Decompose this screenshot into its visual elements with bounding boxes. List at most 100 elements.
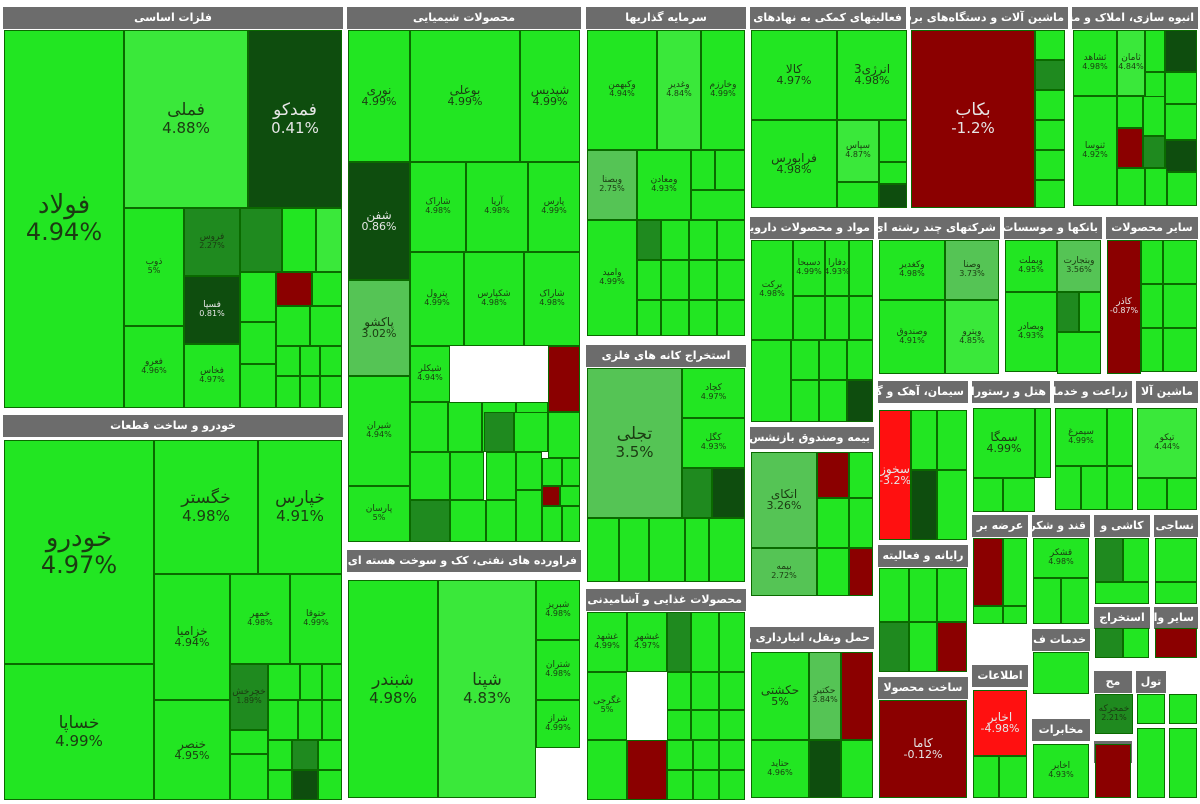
stock-tile[interactable]: ومعادن 4.93% <box>637 150 691 220</box>
stock-tile[interactable]: وامید 4.99% <box>587 220 637 336</box>
stock-tile[interactable]: انرژی3 4.98% <box>837 30 907 120</box>
stock-tile[interactable]: دفارا 4.93% <box>825 240 849 296</box>
stock-symbol: وکغدیر <box>899 259 925 270</box>
stock-tile[interactable]: فعرو 4.96% <box>124 326 184 408</box>
stock-tile[interactable]: خمحرکه 2.21% <box>1095 694 1133 734</box>
stock-tile[interactable]: شراز 4.99% <box>536 700 580 748</box>
stock-tile[interactable]: خزامیا 4.94% <box>154 574 230 700</box>
stock-tile[interactable]: شاراک 4.98% <box>410 162 466 252</box>
stock-tile[interactable]: کگل 4.93% <box>682 418 745 468</box>
stock-tile[interactable]: وخارزم 4.99% <box>701 30 745 150</box>
stock-tile[interactable]: اخابر -4.98% <box>973 690 1027 756</box>
stock-tile[interactable]: وپترو 4.85% <box>945 300 999 374</box>
stock-tile[interactable]: فسپا 0.81% <box>184 276 240 344</box>
treemap-tile <box>542 506 562 542</box>
treemap-tile <box>450 500 486 542</box>
stock-tile[interactable]: برکت 4.98% <box>751 240 793 340</box>
stock-tile[interactable]: خساپا 4.99% <box>4 664 154 800</box>
stock-tile[interactable]: وکغدیر 4.98% <box>879 240 945 300</box>
treemap-tile <box>300 376 320 408</box>
stock-tile[interactable]: فخاس 4.97% <box>184 344 240 408</box>
stock-tile[interactable]: سیمرغ 4.99% <box>1055 408 1107 466</box>
treemap-tile <box>691 150 715 190</box>
stock-tile[interactable]: کاما -0.12% <box>879 700 967 798</box>
stock-tile[interactable]: کچاد 4.97% <box>682 368 745 418</box>
stock-tile[interactable]: ختوقا 4.99% <box>290 574 342 664</box>
stock-tile[interactable]: خمهر 4.98% <box>230 574 290 664</box>
treemap-tile <box>849 240 873 296</box>
stock-tile[interactable]: ثنوسا 4.92% <box>1073 96 1117 206</box>
stock-symbol: ثشاهد <box>1083 52 1107 63</box>
stock-tile[interactable]: دسبحا 4.99% <box>793 240 825 296</box>
stock-tile[interactable]: شتران 4.98% <box>536 640 580 700</box>
stock-tile[interactable]: بیمه 2.72% <box>751 548 817 596</box>
stock-tile[interactable]: وصندوق 4.91% <box>879 300 945 374</box>
stock-tile[interactable]: سخوز -3.2% <box>879 410 911 540</box>
treemap-tile <box>879 162 907 184</box>
stock-tile[interactable]: سپاس 4.87% <box>837 120 879 182</box>
stock-tile[interactable]: غشهد 4.99% <box>587 612 627 672</box>
stock-tile[interactable]: بکاب -1.2% <box>911 30 1035 208</box>
stock-tile[interactable]: خودرو 4.97% <box>4 440 154 664</box>
stock-tile[interactable]: وبصادر 4.93% <box>1005 292 1057 372</box>
stock-tile[interactable]: فملی 4.88% <box>124 30 248 208</box>
stock-tile[interactable]: شکپارس 4.98% <box>464 252 524 346</box>
stock-tile[interactable]: غگرجی 5% <box>587 672 627 740</box>
stock-tile[interactable]: خچرخش 1.89% <box>230 664 268 730</box>
stock-tile[interactable]: غبشهر 4.97% <box>627 612 667 672</box>
stock-symbol: وخارزم <box>709 79 737 90</box>
stock-tile[interactable]: شبندر 4.98% <box>348 580 438 798</box>
stock-tile[interactable]: خپارس 4.91% <box>258 440 342 574</box>
treemap-tile <box>937 410 967 470</box>
stock-tile[interactable]: اخابر 4.93% <box>1033 744 1089 798</box>
stock-tile[interactable]: وبتجارت 3.56% <box>1057 240 1101 292</box>
stock-tile[interactable]: شپدیس 4.99% <box>520 30 580 162</box>
stock-tile[interactable]: کاذر -0.87% <box>1107 240 1141 374</box>
stock-tile[interactable]: فروس 2.27% <box>184 208 240 276</box>
stock-tile[interactable]: ثامان 4.84% <box>1117 30 1145 96</box>
stock-tile[interactable]: آریا 4.98% <box>466 162 528 252</box>
stock-tile[interactable]: فرابورس 4.98% <box>751 120 837 208</box>
stock-tile[interactable]: بوعلی 4.99% <box>410 30 520 162</box>
stock-symbol: ثامان <box>1121 52 1141 63</box>
stock-tile[interactable]: ثشاهد 4.98% <box>1073 30 1117 96</box>
stock-tile[interactable]: اتکای 3.26% <box>751 452 817 548</box>
stock-tile[interactable]: وغدیر 4.84% <box>657 30 701 150</box>
stock-tile[interactable]: خنصر 4.95% <box>154 700 230 800</box>
stock-tile[interactable]: پترول 4.99% <box>410 252 464 346</box>
stock-tile[interactable]: پاکشو 3.02% <box>348 280 410 376</box>
stock-tile[interactable]: حتاید 4.96% <box>751 740 809 798</box>
stock-tile[interactable]: فمدکو 0.41% <box>248 30 342 208</box>
stock-symbol: حکشتی <box>760 682 800 697</box>
stock-tile[interactable]: شاراک 4.98% <box>524 252 580 346</box>
stock-change: 3.56% <box>1066 265 1092 275</box>
stock-tile[interactable]: وصنا 3.73% <box>945 240 999 300</box>
treemap-tile <box>516 490 542 542</box>
stock-tile[interactable]: پارس 4.99% <box>528 162 580 252</box>
stock-tile[interactable]: سمگا 4.99% <box>973 408 1035 478</box>
sector-title: رایانه و فعالیته <box>878 545 968 567</box>
stock-tile[interactable]: تپکو 4.44% <box>1137 408 1197 478</box>
stock-tile[interactable]: شیران 4.94% <box>348 376 410 486</box>
treemap-tile <box>240 364 276 408</box>
stock-symbol: وبصنا <box>601 174 623 185</box>
stock-tile[interactable]: حکتیر 3.84% <box>809 652 841 740</box>
stock-tile[interactable]: فولاد 4.94% <box>4 30 124 408</box>
stock-tile[interactable]: ذوب 5% <box>124 208 184 326</box>
treemap-tile <box>300 346 320 376</box>
stock-tile[interactable]: قشکر 4.98% <box>1033 538 1089 578</box>
stock-tile[interactable]: شبریز 4.98% <box>536 580 580 640</box>
stock-symbol: وصنا <box>963 259 981 270</box>
stock-tile[interactable]: حکشتی 5% <box>751 652 809 740</box>
stock-tile[interactable]: پارسان 5% <box>348 486 410 542</box>
stock-tile[interactable]: شفن 0.86% <box>348 162 410 280</box>
stock-tile[interactable]: شیکلر 4.94% <box>410 346 450 402</box>
stock-tile[interactable]: کالا 4.97% <box>751 30 837 120</box>
stock-tile[interactable]: وکبهمن 4.94% <box>587 30 657 150</box>
stock-tile[interactable]: وبملت 4.95% <box>1005 240 1057 292</box>
stock-tile[interactable]: تجلی 3.5% <box>587 368 682 518</box>
stock-tile[interactable]: شپنا 4.83% <box>438 580 536 798</box>
stock-tile[interactable]: وبصنا 2.75% <box>587 150 637 220</box>
stock-tile[interactable]: خگستر 4.98% <box>154 440 258 574</box>
stock-tile[interactable]: نوری 4.99% <box>348 30 410 162</box>
